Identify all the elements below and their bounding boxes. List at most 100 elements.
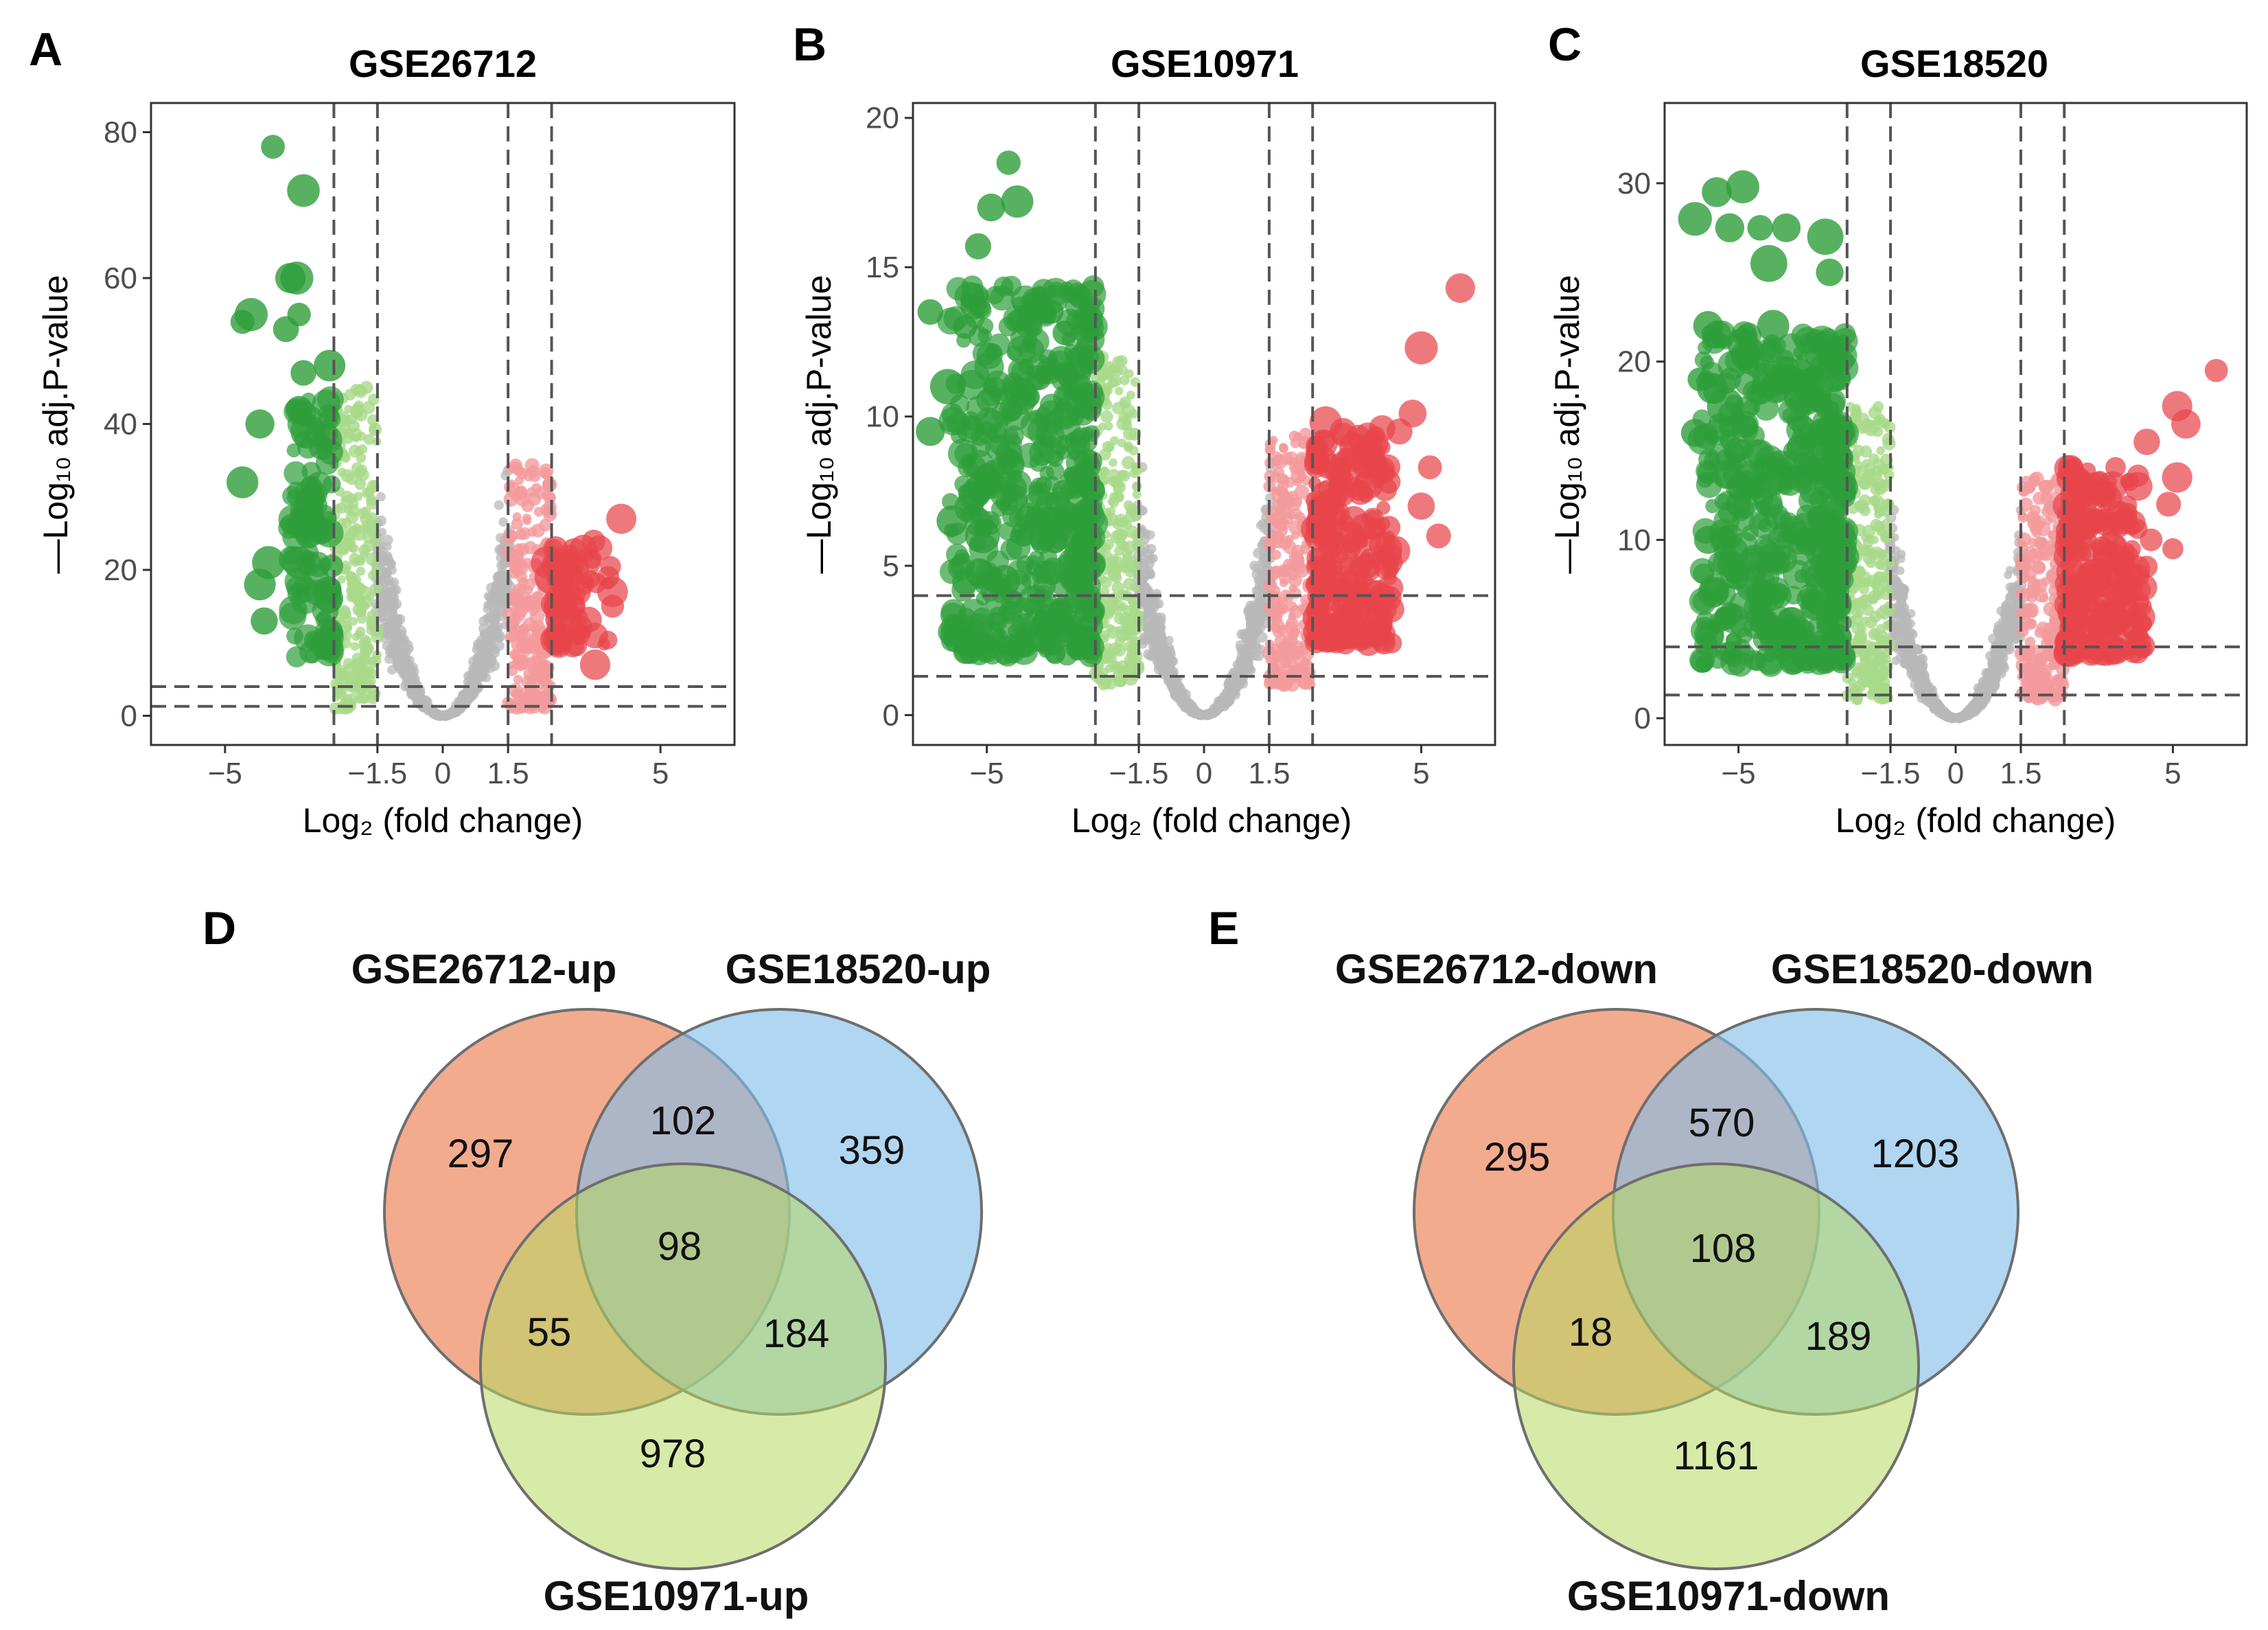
data-point-nonsig — [386, 620, 397, 632]
data-point-nonsig — [1145, 530, 1155, 540]
data-point-nonsig — [2001, 608, 2011, 618]
data-point-nonsig — [1165, 636, 1174, 645]
data-point-mod-down — [1122, 549, 1133, 560]
data-point-nonsig — [446, 709, 456, 718]
data-point-nonsig — [1900, 628, 1910, 638]
data-point-nonsig — [2001, 601, 2010, 610]
data-point-mod-down — [1872, 583, 1886, 597]
data-point-sig-up — [1404, 331, 1438, 365]
data-point-sig-down — [1001, 400, 1023, 422]
data-point-sig-down — [294, 624, 322, 652]
data-point-sig-down — [314, 349, 346, 382]
data-point-mod-down — [363, 433, 375, 446]
data-point-mod-down — [1100, 410, 1113, 423]
data-point-sig-up — [1376, 517, 1391, 531]
data-point-nonsig — [1174, 692, 1185, 702]
data-point-mod-up — [2020, 553, 2035, 569]
data-point-mod-down — [1862, 640, 1875, 654]
data-point-nonsig — [1162, 656, 1172, 666]
data-point-mod-down — [340, 494, 354, 508]
data-point-sig-up — [582, 622, 608, 649]
data-point-sig-down — [1068, 285, 1092, 309]
data-point-mod-up — [1270, 472, 1282, 483]
data-point-mod-up — [511, 518, 524, 530]
data-point-mod-down — [1877, 463, 1889, 475]
data-point-nonsig — [1898, 587, 1908, 597]
data-point-mod-down — [360, 512, 373, 525]
data-point-mod-down — [1851, 454, 1860, 463]
y-axis-label-b: —Log₁₀ adj.P-value — [800, 275, 838, 573]
data-point-sig-down — [1040, 300, 1064, 324]
data-point-mod-down — [1104, 442, 1115, 452]
data-point-nonsig — [1237, 665, 1248, 675]
data-point-sig-down — [284, 461, 308, 485]
data-point-mod-down — [1873, 571, 1886, 584]
data-point-sig-down — [251, 607, 278, 635]
data-point-nonsig — [1982, 669, 1992, 678]
data-point-sig-down — [1050, 436, 1069, 455]
data-point-nonsig — [1201, 709, 1213, 720]
data-point-mod-down — [1110, 661, 1122, 674]
data-point-mod-down — [349, 617, 358, 625]
data-point-nonsig — [472, 680, 483, 692]
data-point-nonsig — [1246, 609, 1256, 619]
data-point-nonsig — [1253, 547, 1264, 559]
data-point-nonsig — [416, 695, 425, 704]
data-point-nonsig — [401, 663, 411, 674]
data-point-nonsig — [1238, 647, 1248, 657]
data-point-nonsig — [498, 517, 508, 527]
data-point-mod-down — [1872, 401, 1884, 413]
x-tick-label: −1.5 — [347, 757, 407, 790]
data-point-mod-up — [542, 477, 557, 492]
data-point-nonsig — [377, 605, 388, 617]
x-tick-label: 0 — [435, 757, 451, 790]
volcano-title-b: GSE10971 — [1111, 42, 1299, 85]
data-point-mod-down — [1109, 436, 1120, 446]
data-point-sig-down — [1080, 630, 1096, 645]
data-point-sig-down — [942, 415, 959, 433]
data-point-mod-down — [1109, 642, 1122, 656]
data-point-mod-down — [352, 604, 364, 616]
data-point-mod-down — [343, 671, 356, 685]
data-point-mod-down — [340, 469, 354, 483]
data-point-nonsig — [1259, 524, 1269, 533]
y-tick-label: 20 — [104, 553, 137, 587]
data-point-mod-up — [2020, 621, 2030, 631]
y-axis-label-a: —Log₁₀ adj.P-value — [36, 275, 75, 573]
data-point-mod-down — [355, 466, 367, 478]
data-point-mod-up — [533, 629, 544, 639]
data-point-mod-down — [1106, 624, 1115, 633]
data-point-mod-up — [1286, 496, 1301, 512]
data-point-sig-up — [555, 607, 583, 635]
data-point-sig-up — [1426, 523, 1451, 549]
data-point-nonsig — [1155, 599, 1164, 609]
y-tick-label: 40 — [104, 408, 137, 441]
data-point-mod-down — [348, 692, 360, 704]
x-tick-label: −5 — [969, 757, 1004, 790]
x-tick-label: 1.5 — [487, 757, 529, 790]
data-point-nonsig — [1251, 586, 1261, 595]
data-point-sig-down — [322, 475, 341, 494]
data-point-mod-up — [2017, 512, 2028, 523]
data-point-sig-down — [953, 314, 977, 339]
data-point-sig-down — [1045, 462, 1065, 481]
data-point-sig-down — [319, 636, 335, 652]
data-point-nonsig — [489, 590, 500, 600]
data-point-mod-up — [2037, 546, 2046, 555]
data-point-nonsig — [1897, 554, 1906, 564]
data-point-mod-down — [1874, 505, 1885, 516]
data-point-nonsig — [476, 640, 487, 651]
data-point-nonsig — [1988, 633, 1999, 644]
data-point-sig-up — [1341, 533, 1362, 553]
data-point-mod-down — [1879, 418, 1891, 429]
data-point-nonsig — [464, 687, 475, 698]
data-point-mod-up — [511, 638, 525, 652]
data-point-sig-down — [280, 262, 314, 295]
data-point-mod-down — [1851, 667, 1864, 679]
data-point-sig-down — [273, 316, 299, 343]
data-point-mod-down — [1875, 623, 1886, 634]
data-point-nonsig — [430, 709, 439, 719]
data-point-sig-down — [985, 343, 1002, 360]
data-point-mod-down — [354, 683, 365, 694]
